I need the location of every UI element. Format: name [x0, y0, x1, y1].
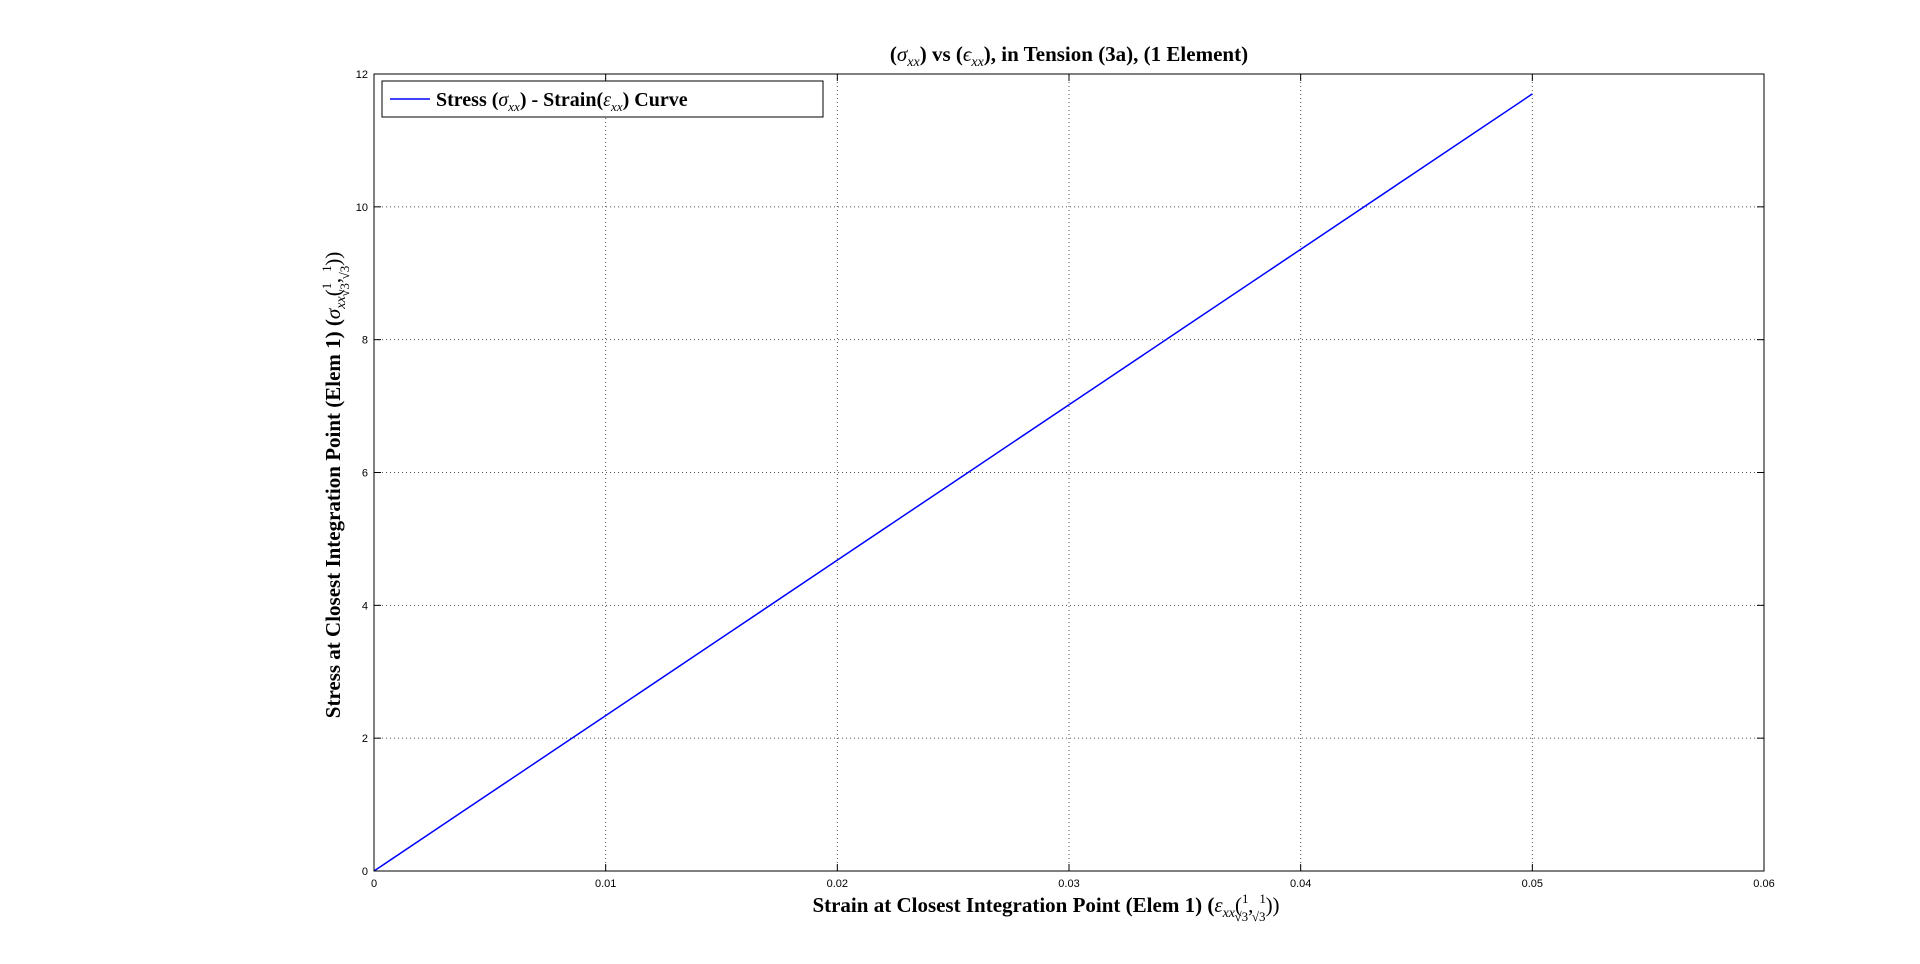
legend-eps: ε: [603, 89, 611, 111]
xlabel-frac-den: √3: [1235, 909, 1249, 924]
xlabel-close: )): [1266, 893, 1280, 917]
xlabel-comma: ,: [1248, 893, 1253, 917]
ylabel-frac-den: √3: [337, 266, 352, 280]
series-line: [373, 93, 1533, 872]
legend-sub: xx: [610, 99, 623, 114]
grid: [374, 74, 1764, 871]
legend-part: ) - Strain(: [520, 89, 604, 111]
x-tick-label: 0.06: [1753, 878, 1774, 890]
ylabel-prefix: Stress at Closest Integration Point (Ele…: [321, 319, 345, 718]
legend-part: Stress (: [436, 89, 499, 111]
xlabel-frac-num: 1: [1242, 891, 1249, 906]
x-tick-label: 0: [371, 878, 377, 890]
xlabel-eps: ε: [1214, 893, 1223, 917]
x-tick-label: 0.01: [595, 878, 616, 890]
chart-title: (σxx) vs (ϵxx), in Tension (3a), (1 Elem…: [890, 42, 1248, 70]
ylabel-sub: xx: [334, 296, 349, 310]
ylabel-comma: ,: [321, 278, 345, 283]
plot-frame: [373, 73, 1765, 872]
y-tick-label: 2: [362, 733, 368, 745]
x-tick-label: 0.02: [827, 878, 848, 890]
x-tick-label: 0.04: [1290, 878, 1311, 890]
x-axis-label: Strain at Closest Integration Point (Ele…: [812, 891, 1279, 924]
ticks: [373, 73, 1765, 872]
title-part: (: [890, 42, 897, 66]
legend-sigma: σ: [498, 89, 509, 111]
legend-sub: xx: [507, 99, 520, 114]
ylabel-sigma: σ: [321, 307, 345, 319]
legend-label: Stress (σxx) - Strain(εxx) Curve: [436, 89, 688, 114]
title-sub: xx: [970, 55, 984, 70]
legend-box: [381, 80, 824, 118]
y-axis-label: Stress at Closest Integration Point (Ele…: [319, 252, 352, 718]
x-tick-label: 0.03: [1058, 878, 1079, 890]
title-sub: xx: [906, 55, 920, 70]
y-tick-label: 0: [362, 866, 368, 878]
title-eps: ϵ: [963, 42, 973, 66]
xlabel-frac-num: 1: [1259, 891, 1266, 906]
xlabel-sub: xx: [1222, 906, 1236, 921]
y-tick-label: 10: [356, 202, 368, 214]
y-tick-label: 12: [356, 69, 368, 81]
title-sigma: σ: [897, 42, 909, 66]
legend-part: ) Curve: [623, 89, 688, 111]
ylabel-frac-num: 1: [319, 265, 334, 272]
ylabel-close: )): [321, 252, 345, 266]
title-part: ), in Tension (3a), (1 Element): [984, 42, 1248, 66]
ylabel-frac-den: √3: [337, 283, 352, 297]
xlabel-frac-den: √3: [1252, 909, 1266, 924]
y-tick-label: 4: [362, 600, 368, 612]
xlabel-open: (: [1235, 893, 1242, 917]
y-tick-label: 6: [362, 468, 368, 480]
x-tick-label: 0.05: [1522, 878, 1543, 890]
legend: Stress (σxx) - Strain(εxx) Curve: [381, 80, 824, 118]
series-layer: [373, 93, 1533, 872]
ylabel-open: (: [321, 289, 345, 296]
tick-labels: 0 0.01 0.02 0.03 0.04 0.05 0.06 0 2 4 6 8 10 12: [356, 69, 1775, 890]
y-tick-label: 8: [362, 335, 368, 347]
xlabel-prefix: Strain at Closest Integration Point (Ele…: [812, 893, 1214, 917]
title-part: ) vs (: [920, 42, 963, 66]
ylabel-frac-num: 1: [319, 283, 334, 290]
